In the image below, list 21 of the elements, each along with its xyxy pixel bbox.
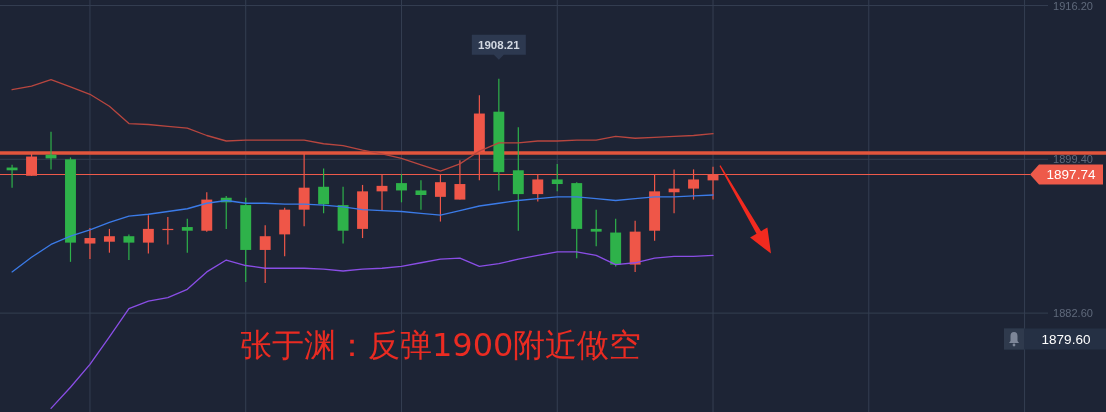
candlestick: [103, 228, 115, 254]
annotation: 1908.21: [478, 38, 521, 51]
y-tick-label: 1882.60: [1053, 307, 1093, 320]
candlestick: [84, 227, 96, 260]
candlestick: [415, 179, 427, 211]
candlestick: [142, 214, 154, 255]
candlestick: [123, 233, 135, 261]
candlestick: [512, 126, 524, 232]
line-series: [11, 79, 714, 172]
candlestick: [590, 209, 602, 247]
candlestick: [318, 167, 330, 214]
y-tick-label: 1899.40: [1053, 153, 1093, 166]
line-series: [50, 251, 714, 409]
ref-line-label: 1897.74: [1046, 167, 1096, 182]
candlestick: [396, 173, 407, 203]
candlestick: [259, 224, 271, 284]
annotation: 张于渊：反弹1900附近做空: [240, 326, 642, 364]
text: 1879.60: [1041, 331, 1091, 347]
y-tick-label: 1916.20: [1053, 0, 1093, 12]
candlestick: [181, 218, 193, 254]
candlestick: [551, 163, 563, 192]
